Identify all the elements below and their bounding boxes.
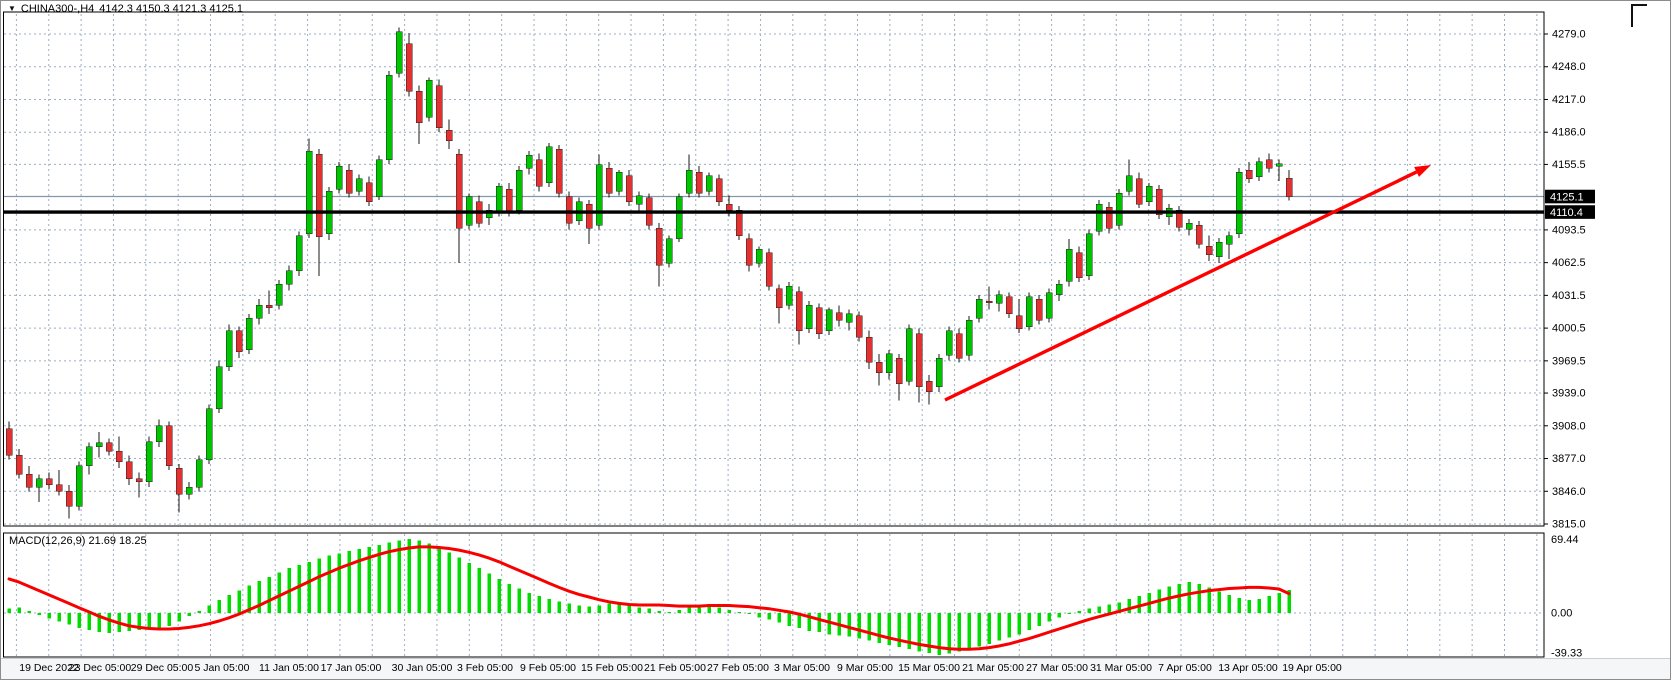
axis-label: 3939.0 — [1552, 388, 1586, 400]
time-axis[interactable] — [1, 658, 1670, 679]
axis-label: 4248.0 — [1552, 61, 1586, 73]
axis-label: 69.44 — [1551, 534, 1579, 546]
date-label: 19 Dec 2022 — [19, 662, 79, 674]
axis-label: 0.00 — [1551, 608, 1572, 620]
date-label: 27 Feb 05:00 — [707, 662, 769, 674]
chart-title-bar[interactable]: ▼ CHINA300-,H4 4142.3 4150.3 4121.3 4125… — [8, 3, 243, 15]
axis-label: 4279.0 — [1552, 29, 1586, 41]
axis-label: 3908.0 — [1552, 420, 1586, 432]
axis-label: 3969.5 — [1552, 355, 1586, 367]
date-label: 13 Apr 05:00 — [1218, 662, 1278, 674]
macd-panel-area[interactable] — [3, 533, 1544, 657]
price-badge: 4110.4 — [1550, 207, 1583, 219]
axis-label: 4155.5 — [1552, 159, 1586, 171]
date-label: 19 Apr 05:00 — [1282, 662, 1342, 674]
axis-label: 3846.0 — [1552, 486, 1586, 498]
date-label: 9 Feb 05:00 — [519, 662, 577, 674]
axis-label: 4093.5 — [1552, 224, 1586, 236]
axis-label: 4000.5 — [1552, 323, 1586, 335]
macd-indicator-label: MACD(12,26,9) 21.69 18.25 — [9, 535, 147, 547]
date-label: 15 Mar 05:00 — [898, 662, 960, 674]
main-chart-area[interactable] — [3, 12, 1544, 526]
axis-label: 4062.5 — [1552, 257, 1586, 269]
axis-label: -39.33 — [1551, 648, 1582, 660]
axis-label: 3815.0 — [1552, 519, 1586, 531]
chart-ohlc-quote: 4142.3 4150.3 4121.3 4125.1 — [99, 3, 244, 15]
axis-label: 4217.0 — [1552, 94, 1586, 106]
axis-label: 3877.0 — [1552, 453, 1586, 465]
date-label: 9 Mar 05:00 — [836, 662, 894, 674]
price-badge: 4125.1 — [1550, 191, 1584, 203]
date-label: 3 Feb 05:00 — [456, 662, 514, 674]
date-label: 23 Dec 05:00 — [68, 662, 132, 674]
chart-symbol-period: CHINA300-,H4 — [20, 3, 95, 15]
date-label: 7 Apr 05:00 — [1158, 662, 1212, 674]
date-label: 17 Jan 05:00 — [320, 662, 382, 674]
axis-corner-icon — [1631, 4, 1647, 27]
date-label: 5 Jan 05:00 — [194, 662, 250, 674]
axis-label: 4031.5 — [1552, 290, 1586, 302]
date-label: 3 Mar 05:00 — [773, 662, 831, 674]
date-label: 21 Feb 05:00 — [644, 662, 706, 674]
date-label: 15 Feb 05:00 — [581, 662, 643, 674]
date-label: 21 Mar 05:00 — [962, 662, 1024, 674]
date-label: 29 Dec 05:00 — [130, 662, 194, 674]
symbol-dropdown-icon[interactable]: ▼ — [8, 4, 16, 13]
date-label: 31 Mar 05:00 — [1090, 662, 1152, 674]
axis-label: 4186.0 — [1552, 127, 1586, 139]
price-axis[interactable] — [1544, 12, 1670, 657]
date-label: 30 Jan 05:00 — [391, 662, 453, 674]
date-label: 11 Jan 05:00 — [259, 662, 319, 674]
date-label: 27 Mar 05:00 — [1026, 662, 1088, 674]
